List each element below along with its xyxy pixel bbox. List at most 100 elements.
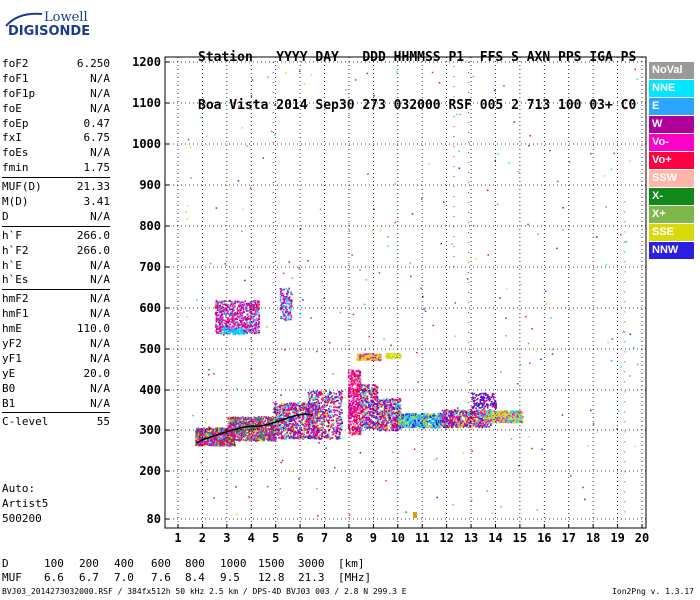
echo-point [291, 410, 294, 412]
echo-point [351, 420, 353, 423]
echo-point [378, 413, 380, 415]
echo-point [261, 438, 264, 440]
echo-point [329, 405, 331, 408]
echo-point [328, 399, 331, 401]
echo-point [349, 428, 351, 430]
echo-point [352, 370, 355, 373]
echo-point [312, 397, 314, 400]
echo-point [358, 384, 360, 387]
echo-point [293, 416, 296, 418]
echo-point [371, 426, 373, 429]
echo-point [241, 436, 243, 438]
echo-point [369, 408, 371, 410]
echo-point [352, 406, 355, 408]
echo-point [352, 397, 354, 399]
echo-point [285, 430, 288, 433]
echo-point [362, 410, 365, 413]
echo-point [331, 395, 334, 397]
echo-point [390, 402, 392, 405]
echo-point [245, 417, 248, 420]
echo-point [233, 416, 236, 418]
param-label: fxI [2, 131, 22, 145]
echo-point [309, 397, 311, 400]
echo-point [280, 406, 283, 408]
echo-point [298, 406, 300, 409]
echo-point [306, 417, 308, 420]
echo-point [261, 430, 264, 433]
echo-point [357, 412, 360, 414]
echo-point [305, 405, 307, 407]
echo-point [341, 390, 344, 393]
echo-point [318, 391, 321, 393]
echo-point [232, 425, 235, 427]
echo-point [268, 425, 270, 427]
echo-point [195, 428, 198, 431]
param-row-hf2: h`F2 266.0 [2, 244, 110, 259]
echo-point [231, 419, 234, 421]
echo-point [269, 417, 271, 420]
echo-point [311, 412, 314, 415]
echo-point [278, 421, 280, 424]
echo-point [399, 419, 401, 421]
echo-point [197, 436, 199, 438]
echo-point [308, 419, 311, 422]
echo-point [227, 433, 229, 436]
echo-point [323, 414, 325, 416]
echo-point [353, 398, 355, 400]
echo-point [273, 435, 275, 438]
echo-point [337, 399, 339, 402]
echo-point [314, 416, 317, 418]
echo-point [274, 410, 276, 413]
echo-point [375, 385, 378, 388]
echo-point [273, 426, 275, 429]
echo-point [248, 426, 250, 429]
echo-point [226, 443, 229, 445]
echo-point [278, 429, 280, 432]
echo-point [315, 409, 317, 412]
echo-point [360, 395, 362, 398]
echo-point [280, 417, 282, 419]
echo-point [336, 436, 339, 439]
echo-point [270, 417, 273, 420]
echo-point [276, 416, 279, 419]
echo-point [376, 391, 379, 394]
echo-point [362, 408, 365, 410]
echo-point [277, 416, 280, 418]
echo-point [351, 387, 354, 390]
echo-point [206, 428, 209, 431]
echo-point [326, 410, 329, 413]
echo-point [357, 402, 360, 404]
autoscaling-info: Auto: Artist5 500200 [2, 481, 48, 526]
echo-point [276, 432, 279, 434]
param-divider [2, 412, 110, 414]
echo-point [258, 417, 260, 419]
echo-point [356, 402, 358, 404]
echo-point [334, 435, 337, 437]
echo-point [300, 422, 303, 425]
echo-point [214, 444, 216, 446]
param-value: N/A [90, 351, 110, 365]
echo-point [238, 435, 240, 438]
echo-point [336, 400, 338, 402]
echo-point [317, 416, 319, 419]
echo-point [351, 415, 354, 417]
echo-point [271, 431, 273, 433]
echo-point [315, 428, 317, 430]
echo-point [365, 422, 367, 425]
echo-point [243, 434, 245, 437]
echo-point [336, 438, 338, 440]
echo-point [320, 426, 322, 429]
echo-point [395, 417, 397, 419]
param-value: N/A [90, 307, 110, 321]
echo-point [245, 437, 247, 440]
param-row-ye: yE 20.0 [2, 367, 110, 382]
echo-point [339, 437, 342, 440]
echo-point [331, 401, 334, 404]
echo-point [335, 421, 338, 423]
echo-point [270, 425, 273, 427]
echo-point [334, 400, 337, 403]
echo-point [381, 404, 384, 406]
echo-point [281, 409, 283, 412]
echo-point [252, 421, 255, 423]
echo-point [301, 433, 304, 435]
